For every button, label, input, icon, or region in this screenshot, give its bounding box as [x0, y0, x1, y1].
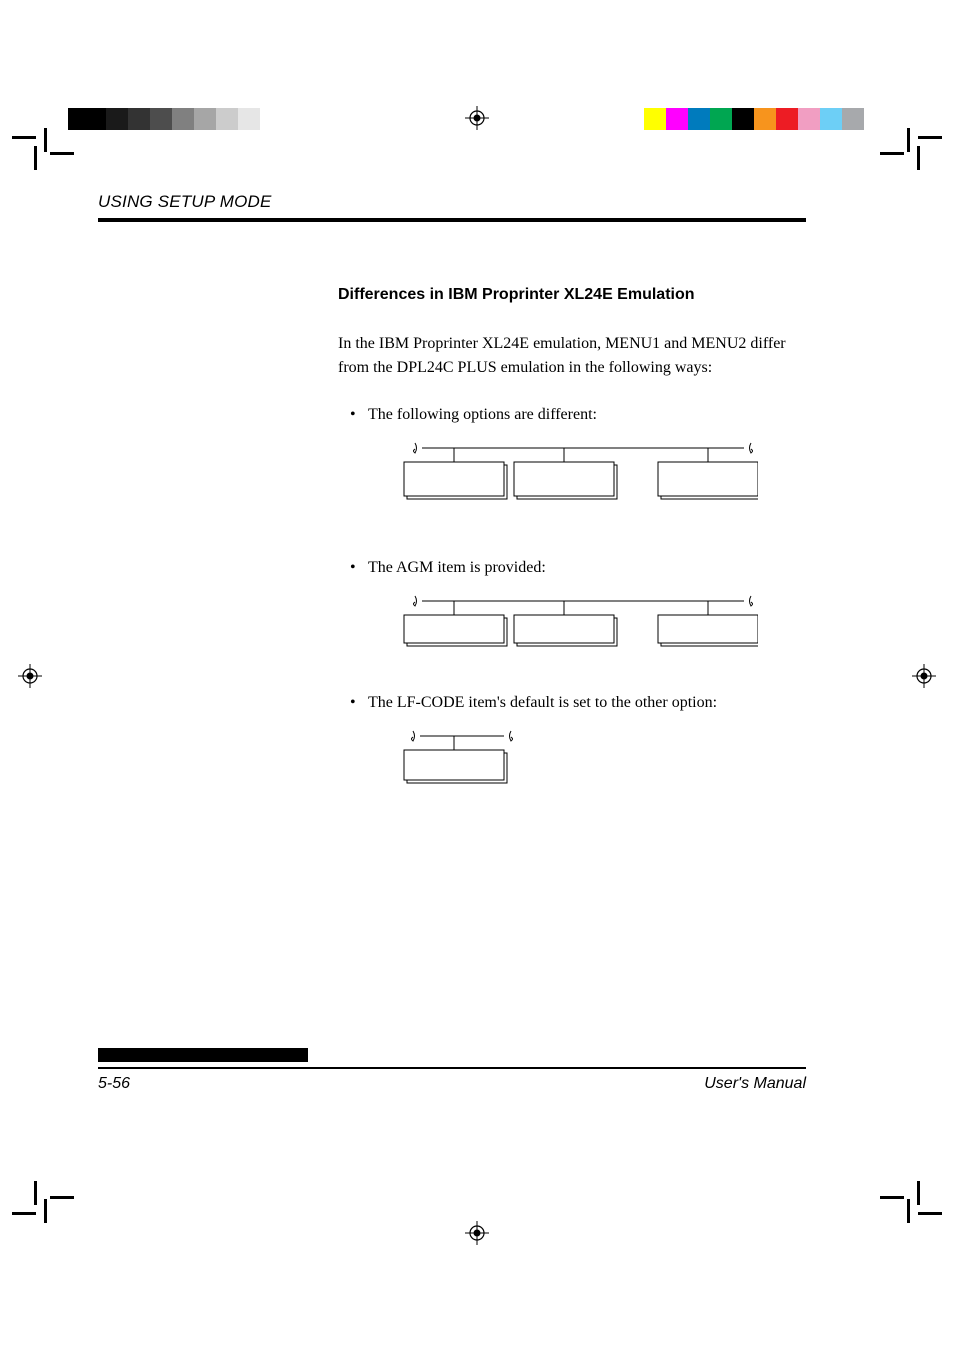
- thick-bottom-bar: [98, 1048, 308, 1062]
- registration-mark-right: [912, 664, 936, 688]
- subheading: Differences in IBM Proprinter XL24E Emul…: [338, 286, 806, 304]
- diagram-1: [398, 438, 806, 523]
- intro-paragraph: In the IBM Proprinter XL24E emulation, M…: [338, 332, 806, 380]
- bullet-1: The following options are different:: [368, 406, 806, 523]
- bullet-list: The following options are different: The…: [338, 406, 806, 793]
- header-rule: [98, 218, 806, 222]
- footer-rule: [98, 1067, 806, 1069]
- color-swatch-bar: [644, 108, 864, 130]
- grayscale-swatch-bar: [68, 108, 260, 130]
- bullet-3: The LF-CODE item's default is set to the…: [368, 694, 806, 793]
- bullet-3-text: The LF-CODE item's default is set to the…: [368, 694, 717, 711]
- running-header: USING SETUP MODE: [98, 192, 806, 212]
- bullet-1-text: The following options are different:: [368, 406, 597, 423]
- bullet-2-text: The AGM item is provided:: [368, 559, 546, 576]
- diagram-2: [398, 591, 806, 658]
- page-footer: 5-56 User's Manual: [98, 1067, 806, 1093]
- footer-label: User's Manual: [704, 1075, 806, 1093]
- registration-mark-bottom: [465, 1221, 489, 1245]
- diagram-3: [398, 726, 806, 793]
- registration-mark-left: [18, 664, 42, 688]
- page-number: 5-56: [98, 1075, 130, 1093]
- bullet-2: The AGM item is provided:: [368, 559, 806, 658]
- page-content: USING SETUP MODE Differences in IBM Prop…: [98, 192, 806, 1121]
- content-column: Differences in IBM Proprinter XL24E Emul…: [338, 286, 806, 793]
- registration-mark-top: [465, 106, 489, 130]
